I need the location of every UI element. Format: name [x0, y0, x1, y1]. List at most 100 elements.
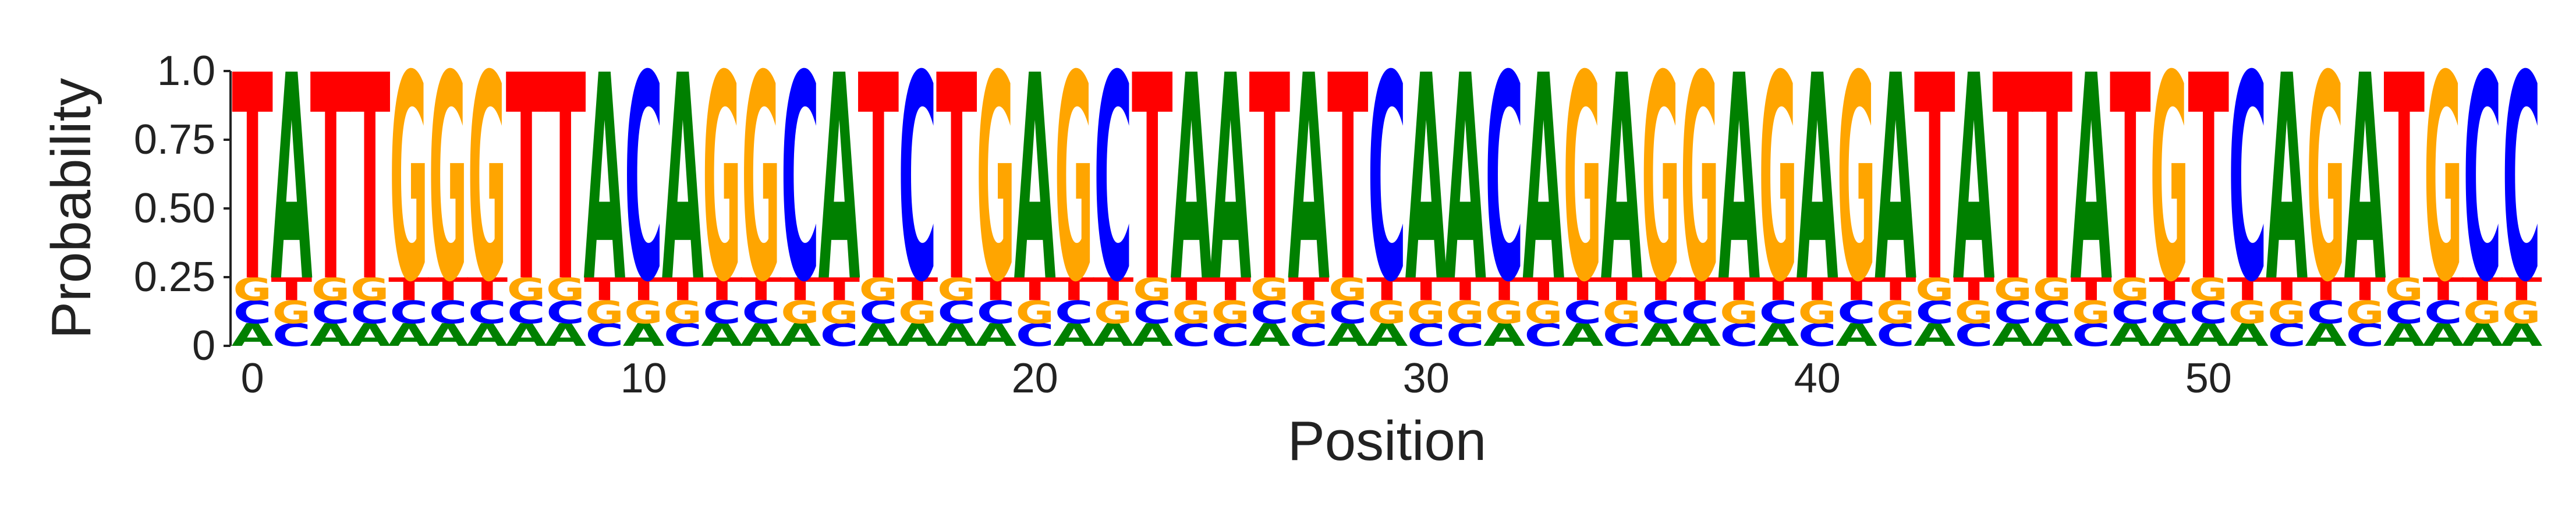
logo-letter-C: C — [389, 294, 428, 331]
logo-letter-C: C — [1642, 294, 1680, 331]
logo-letter-G: G — [1289, 295, 1328, 331]
logo-letter-G: G — [1642, 15, 1680, 344]
logo-letter-G: G — [898, 295, 937, 331]
logo-letter-A: A — [388, 317, 430, 353]
logo-letter-A: A — [310, 317, 352, 353]
logo-letter-C: C — [1250, 294, 1289, 331]
logo-letter-T: T — [1484, 271, 1525, 307]
logo-letter-T: T — [2501, 271, 2542, 307]
logo-letter-A: A — [2500, 317, 2542, 353]
logo-letter-T: T — [1523, 271, 1564, 307]
logo-letter-A: A — [1562, 317, 1604, 353]
logo-letter-G: G — [1094, 295, 1132, 331]
logo-letter-C: C — [2385, 294, 2423, 331]
logo-letter-A: A — [1797, 16, 1839, 345]
logo-letter-A: A — [2227, 317, 2269, 353]
logo-letter-G: G — [2033, 271, 2071, 307]
logo-letter-C: C — [1798, 317, 1837, 353]
logo-letter-C: C — [1563, 294, 1601, 331]
logo-letter-A: A — [1327, 317, 1369, 353]
logo-stacks: ACGTCGTAACGTACGTACTGACTGACTGACGTACGTCGTA… — [232, 15, 2543, 353]
logo-letter-T: T — [1327, 16, 1369, 344]
logo-letter-T: T — [2462, 271, 2503, 307]
logo-letter-G: G — [2189, 271, 2228, 307]
logo-letter-T: T — [936, 16, 977, 344]
logo-letter-G: G — [1406, 295, 1445, 331]
logo-letter-T: T — [897, 271, 938, 307]
logo-letter-G: G — [1250, 271, 1289, 307]
logo-letter-T: T — [975, 271, 1016, 307]
logo-letter-C: C — [2345, 317, 2384, 353]
logo-letter-T: T — [388, 271, 430, 307]
logo-letter-T: T — [2149, 271, 2190, 307]
logo-letter-T: T — [1836, 271, 1877, 307]
logo-letter-G: G — [1720, 295, 1758, 331]
y-tick-label: 0.25 — [134, 254, 215, 300]
logo-letter-C: C — [1133, 294, 1171, 331]
logo-letter-G: G — [2072, 295, 2110, 331]
logo-letter-C: C — [1016, 317, 1054, 353]
logo-letter-T: T — [1366, 271, 1408, 307]
logo-letter-A: A — [505, 317, 547, 353]
logo-letter-A: A — [1522, 16, 1565, 345]
logo-letter-C: C — [859, 294, 898, 331]
logo-letter-A: A — [2383, 317, 2425, 353]
logo-letter-C: C — [1681, 294, 1719, 331]
logo-letter-C: C — [2502, 16, 2540, 344]
logo-letter-C: C — [311, 294, 350, 331]
logo-letter-A: A — [2422, 317, 2464, 353]
logo-letter-C: C — [350, 294, 389, 331]
logo-letter-A: A — [1914, 317, 1955, 353]
logo-letter-A: A — [818, 16, 861, 345]
logo-letter-A: A — [1992, 317, 2034, 353]
logo-letter-T: T — [1875, 271, 1916, 307]
logo-letter-C: C — [937, 294, 976, 331]
logo-letter-A: A — [2070, 16, 2113, 345]
x-ticks: 0 10 20 30 40 50 — [241, 355, 2232, 402]
logo-letter-C: C — [1289, 317, 1328, 353]
logo-letter-T: T — [271, 271, 312, 307]
logo-letter-A: A — [1953, 16, 1996, 345]
logo-letter-G: G — [546, 271, 584, 307]
logo-letter-G: G — [2228, 295, 2267, 331]
logo-letter-G: G — [1367, 295, 1406, 331]
x-axis-label: Position — [1288, 410, 1487, 472]
x-tick-label: 0 — [241, 355, 264, 402]
logo-letter-C: C — [2424, 294, 2462, 331]
logo-letter-G: G — [1681, 15, 1719, 344]
logo-letter-C: C — [2189, 294, 2228, 331]
logo-letter-G: G — [742, 15, 780, 344]
logo-letter-G: G — [859, 271, 898, 307]
logo-letter-A: A — [1718, 16, 1760, 345]
y-axis-label: Probability — [40, 78, 102, 339]
logo-letter-G: G — [1876, 295, 1915, 331]
logo-letter-A: A — [1758, 317, 1799, 353]
logo-letter-C: C — [1172, 317, 1210, 353]
logo-letter-G: G — [507, 271, 545, 307]
logo-letter-T: T — [2071, 271, 2112, 307]
logo-letter-A: A — [858, 317, 899, 353]
logo-letter-G: G — [1563, 15, 1601, 344]
logo-letter-C: C — [1094, 16, 1132, 344]
logo-letter-A: A — [1444, 16, 1487, 345]
logo-letter-A: A — [1092, 317, 1134, 353]
logo-letter-C: C — [1759, 294, 1797, 331]
logo-letter-C: C — [1524, 317, 1562, 353]
logo-letter-G: G — [976, 15, 1015, 344]
logo-letter-G: G — [1211, 295, 1249, 331]
x-tick-label: 30 — [1403, 355, 1450, 402]
logo-letter-G: G — [2150, 15, 2188, 344]
logo-letter-A: A — [701, 317, 743, 353]
logo-letter-C: C — [1837, 294, 1876, 331]
logo-letter-C: C — [898, 16, 937, 344]
logo-letter-C: C — [1915, 294, 1954, 331]
logo-letter-A: A — [897, 317, 938, 353]
logo-letter-C: C — [1485, 16, 1523, 344]
logo-letter-C: C — [1720, 317, 1758, 353]
logo-letter-T: T — [427, 271, 469, 307]
logo-letter-C: C — [585, 317, 623, 353]
logo-letter-G: G — [1798, 295, 1836, 331]
logo-letter-T: T — [1132, 16, 1173, 344]
logo-letter-A: A — [2461, 317, 2503, 353]
